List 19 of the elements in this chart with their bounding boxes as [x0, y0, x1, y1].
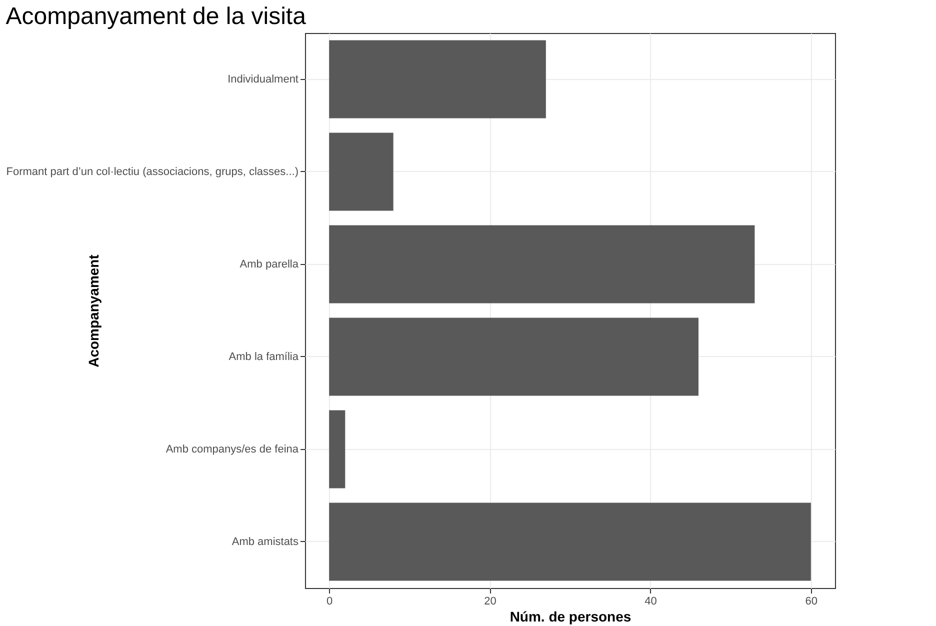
bar	[329, 410, 346, 488]
bar	[329, 502, 811, 581]
bar	[329, 225, 755, 304]
chart-title: Acompanyament de la visita	[6, 3, 307, 30]
y-axis-title: Acompanyament	[86, 254, 102, 368]
x-tick-label: 0	[326, 596, 333, 608]
x-axis-title: Núm. de persones	[510, 608, 632, 624]
y-tick-label: Amb la família	[228, 350, 300, 363]
y-tick-label: Formant part d’un col·lectiu (associacions, grups, classes...)	[6, 166, 298, 178]
y-tick-label: Amb parella	[240, 258, 300, 270]
bar	[329, 132, 394, 211]
bar	[329, 40, 546, 118]
y-tick-label: Amb amistats	[232, 536, 299, 548]
bar	[329, 318, 698, 396]
y-tick-label: Amb companys/es de feina	[166, 443, 300, 456]
x-tick-label: 60	[805, 596, 818, 608]
x-tick-label: 40	[644, 596, 657, 608]
y-tick-label: Individualment	[228, 73, 298, 86]
x-tick-label: 20	[484, 596, 496, 608]
